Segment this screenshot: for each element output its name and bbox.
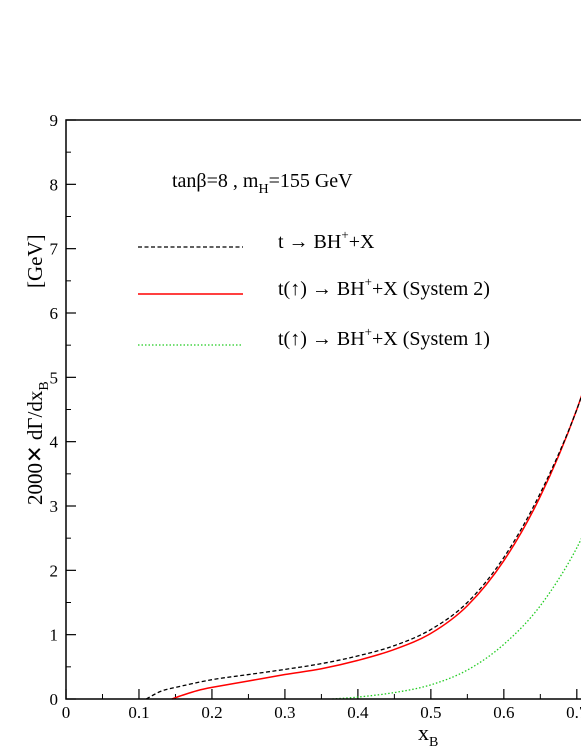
- tick-labels-layer: 00.10.20.30.40.50.60.70123456789: [50, 111, 581, 722]
- series-line-system-1: [332, 480, 581, 699]
- curves-layer: [146, 316, 581, 699]
- y-axis-label: 2000✕ dΓ/dxB: [23, 381, 52, 505]
- y-tick-label: 7: [50, 240, 59, 259]
- ticks-layer: [66, 120, 577, 699]
- x-tick-label: 0.1: [128, 703, 149, 722]
- legend-entry-system-2: t(↑) → BH++X (System 2): [278, 274, 490, 300]
- y-tick-label: 1: [50, 626, 59, 645]
- y-axis-unit: [GeV]: [23, 234, 47, 288]
- y-tick-label: 9: [50, 111, 59, 130]
- series-line-system-2: [172, 316, 581, 699]
- legend: t → BH++X t(↑) → BH++X (System 2) t(↑) →…: [138, 227, 490, 350]
- x-tick-label: 0.2: [201, 703, 222, 722]
- chart-annotation: tanβ=8 , mH=155 GeV: [172, 170, 353, 197]
- x-tick-label: 0.6: [493, 703, 514, 722]
- y-tick-label: 2: [50, 561, 59, 580]
- y-tick-label: 8: [50, 175, 59, 194]
- x-tick-label: 0.3: [274, 703, 295, 722]
- y-tick-label: 4: [50, 433, 59, 452]
- legend-entry-system-1: t(↑) → BH++X (System 1): [278, 324, 490, 350]
- series-line-total: [146, 316, 581, 699]
- y-tick-label: 6: [50, 304, 59, 323]
- y-tick-label: 0: [50, 690, 59, 709]
- x-tick-label: 0.7: [566, 703, 581, 722]
- y-tick-label: 3: [50, 497, 59, 516]
- plot-frame: [66, 120, 581, 699]
- x-tick-label: 0: [62, 703, 71, 722]
- x-tick-label: 0.4: [347, 703, 369, 722]
- legend-entry-total: t → BH++X: [278, 227, 375, 253]
- x-axis-label: xB: [418, 720, 438, 750]
